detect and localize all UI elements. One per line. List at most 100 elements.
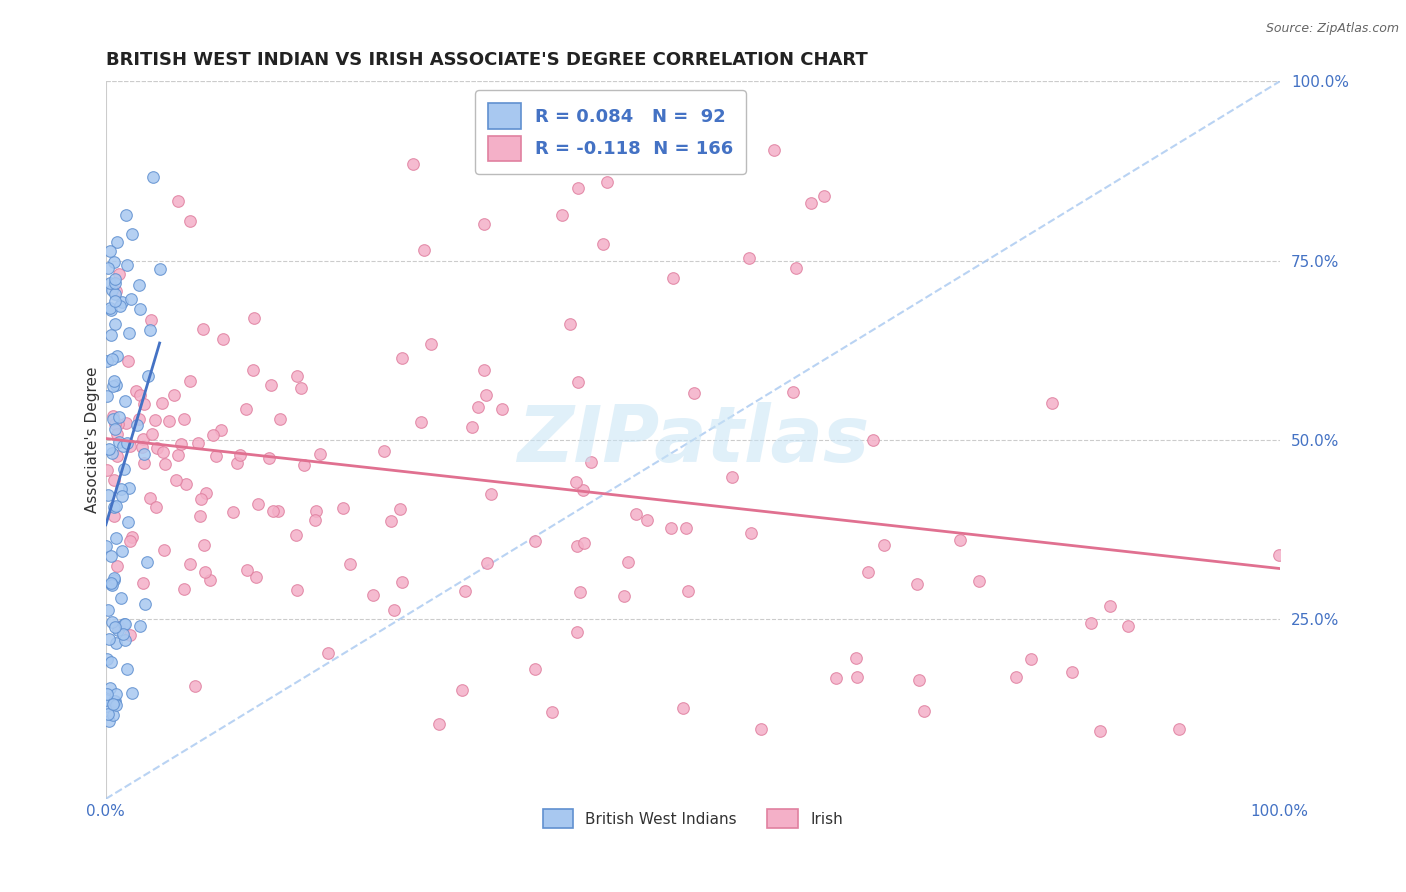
Point (103, 374, 125, 388)
Point (856, 566, 879, 580)
Point (112, 616, 135, 631)
Point (110, 591, 132, 606)
Point (97, 260, 120, 275)
Point (596, 175, 619, 189)
Point (105, 500, 128, 514)
Point (524, 661, 547, 675)
Point (179, 557, 201, 571)
Point (763, 143, 786, 157)
Point (391, 351, 413, 365)
Point (844, 651, 866, 665)
Point (413, 244, 436, 258)
Point (118, 628, 141, 642)
Point (420, 337, 443, 351)
Point (115, 435, 138, 450)
Point (1268, 548, 1291, 562)
Point (564, 475, 586, 490)
Point (107, 623, 129, 637)
Point (125, 384, 148, 399)
Point (167, 194, 190, 208)
Point (475, 388, 498, 402)
Point (105, 698, 128, 712)
Text: ZIPatlas: ZIPatlas (516, 402, 869, 478)
Point (104, 694, 127, 708)
Point (94, 539, 117, 553)
Point (128, 411, 150, 425)
Point (813, 189, 835, 203)
Point (97, 706, 120, 721)
Point (96, 389, 118, 403)
Point (132, 576, 155, 591)
Point (125, 418, 148, 433)
Point (111, 295, 134, 310)
Point (209, 424, 232, 438)
Point (173, 412, 195, 426)
Point (96, 692, 118, 706)
Point (104, 318, 127, 332)
Point (659, 521, 682, 535)
Point (136, 369, 159, 384)
Point (616, 555, 638, 569)
Point (98, 681, 121, 696)
Point (110, 483, 132, 497)
Point (427, 717, 450, 731)
Point (170, 437, 193, 451)
Point (103, 573, 125, 587)
Point (672, 701, 695, 715)
Point (129, 388, 152, 402)
Point (100, 327, 122, 342)
Point (472, 362, 495, 376)
Point (389, 502, 412, 516)
Point (246, 497, 269, 511)
Point (121, 530, 143, 544)
Point (107, 410, 129, 425)
Point (96, 687, 118, 701)
Point (1004, 669, 1026, 683)
Point (111, 439, 134, 453)
Point (107, 417, 129, 432)
Point (907, 673, 929, 688)
Point (103, 708, 125, 723)
Point (96, 463, 118, 477)
Point (155, 457, 177, 471)
Point (128, 301, 150, 316)
Point (146, 441, 169, 455)
Point (243, 311, 266, 326)
Point (682, 386, 704, 401)
Point (567, 180, 589, 194)
Point (825, 671, 848, 685)
Point (267, 504, 290, 518)
Point (565, 624, 588, 639)
Point (101, 446, 124, 460)
Point (221, 505, 243, 519)
Point (100, 276, 122, 290)
Point (467, 401, 489, 415)
Point (193, 538, 215, 552)
Point (194, 565, 217, 579)
Point (290, 381, 312, 395)
Point (100, 549, 122, 563)
Point (308, 447, 330, 461)
Point (294, 458, 316, 472)
Point (103, 409, 125, 424)
Point (103, 620, 125, 634)
Point (569, 584, 592, 599)
Point (103, 694, 125, 708)
Point (97, 488, 120, 502)
Point (461, 420, 484, 434)
Point (108, 267, 131, 281)
Point (118, 481, 141, 495)
Point (104, 417, 127, 432)
Point (873, 538, 896, 552)
Point (193, 321, 215, 335)
Point (103, 500, 125, 515)
Point (150, 396, 173, 410)
Point (115, 662, 138, 676)
Point (481, 486, 503, 500)
Point (121, 227, 143, 241)
Point (183, 679, 205, 693)
Point (100, 303, 122, 318)
Point (142, 170, 165, 185)
Point (128, 278, 150, 293)
Point (316, 646, 339, 660)
